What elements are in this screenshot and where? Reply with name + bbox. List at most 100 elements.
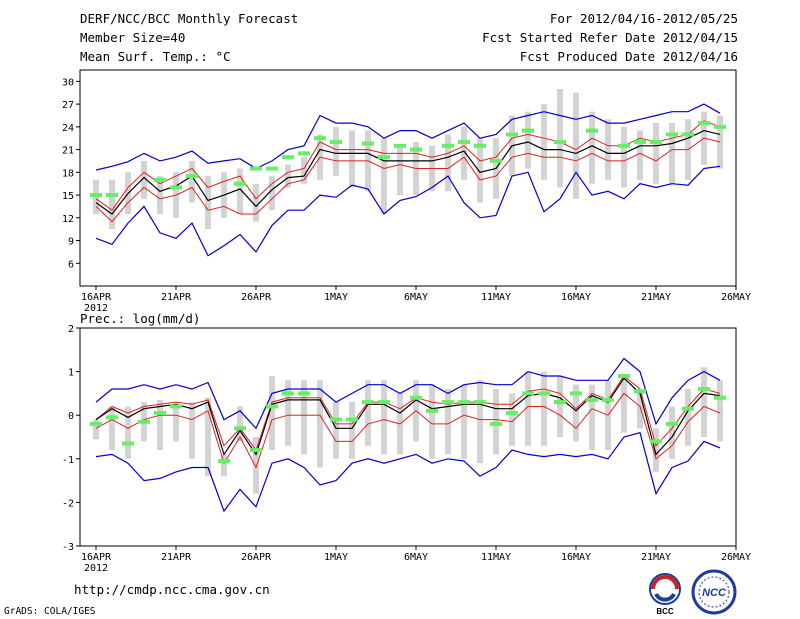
precip-y-tick-label: 0: [68, 411, 74, 422]
precip-spread-bar: [445, 389, 451, 455]
precip-q25-line: [95, 392, 721, 469]
precip-spread-bar: [701, 367, 707, 437]
temp-spread-bar: [477, 138, 483, 203]
temp-min-line: [95, 165, 721, 257]
precip-max-line: [95, 357, 721, 430]
temp-spread-bar: [189, 160, 195, 203]
temp-y-tick-label: 12: [62, 214, 74, 225]
precip-spread-bar: [381, 380, 387, 455]
temp-spread-bar: [525, 111, 531, 169]
temp-y-tick-label: 27: [62, 100, 74, 111]
forecast-started: Fcst Started Refer Date 2012/04/15: [482, 30, 738, 45]
temp-y-tick-label: 15: [62, 191, 74, 202]
temp-x-tick-label: 1MAY: [324, 292, 348, 303]
temp-q25-line: [95, 137, 721, 223]
temp-x-tick-label: 11MAY: [481, 292, 511, 303]
temp-x-tick-label: 21APR: [161, 292, 192, 303]
temp-spread-bar: [253, 183, 259, 222]
temp-x-tick-label: 26MAY: [721, 292, 751, 303]
temp-plot-frame: [79, 69, 737, 287]
temp-spread-bar: [653, 123, 659, 184]
precip-spread-bar: [189, 402, 195, 459]
precip-y-tick-label: 1: [68, 368, 74, 379]
temp-spread-bar: [621, 126, 627, 188]
temp-spread-bar: [397, 145, 403, 196]
precip-spread-bar: [125, 406, 131, 459]
temp-spread-bar: [461, 126, 467, 180]
precip-x-tick-label: 11MAY: [481, 552, 511, 563]
precip-spread-bar: [349, 402, 355, 459]
precip-spread-bar: [285, 380, 291, 446]
temp-spread-bar: [445, 134, 451, 192]
precip-x-tick-label: 21MAY: [641, 552, 671, 563]
temp-y-tick-label: 21: [62, 146, 74, 157]
temp-spread-bar: [141, 160, 147, 199]
temp-spread-bar: [349, 130, 355, 188]
precip-spread-bar: [653, 428, 659, 472]
temp-y-tick-label: 6: [68, 259, 74, 270]
precip-year-label: 2012: [84, 563, 108, 574]
temp-spread-bar: [157, 176, 163, 214]
precip-x-tick-label: 16MAY: [561, 552, 591, 563]
temp-x-tick-label: 6MAY: [404, 292, 428, 303]
temp-y-tick-label: 24: [62, 123, 74, 134]
precip-spread-bar: [333, 402, 339, 459]
precip-spread-bar: [365, 380, 371, 446]
temp-spread-bar: [573, 92, 579, 199]
bcc-logo: BCC: [649, 573, 681, 616]
precip-spread-bar: [525, 371, 531, 446]
temp-spread-bar: [333, 126, 339, 177]
temp-spread-bar: [637, 130, 643, 180]
precip-spread-bar: [205, 397, 211, 477]
ncc-logo: NCC: [691, 569, 737, 615]
precip-spread-bar: [509, 393, 515, 446]
precip-title: Prec.: log(mm/d): [80, 311, 201, 326]
precip-spread-bar: [637, 389, 643, 429]
precip-spread-bar: [669, 406, 675, 459]
precip-x-tick-label: 1MAY: [324, 552, 348, 563]
temp-q75-line: [95, 120, 721, 211]
forecast-produced: Fcst Produced Date 2012/04/16: [519, 49, 738, 64]
precip-mean-line: [95, 377, 721, 456]
precip-spread-bar: [221, 454, 227, 477]
precip-spread-bar: [93, 419, 99, 440]
precip-plot-frame: [79, 327, 737, 547]
precip-spread-bar: [173, 402, 179, 442]
precip-y-tick-label: -3: [62, 542, 74, 553]
ncc-logo-text: NCC: [702, 587, 727, 599]
precip-x-tick-label: 16APR: [81, 552, 112, 563]
precip-spread-bar: [493, 389, 499, 455]
temp-y-tick-label: 9: [68, 237, 74, 248]
precip-spread-bar: [317, 380, 323, 468]
source-url[interactable]: http://cmdp.ncc.cma.gov.cn: [74, 582, 270, 597]
forecast-period: For 2012/04/16-2012/05/25: [549, 11, 738, 26]
grads-credit: GrADS: COLA/IGES: [4, 606, 96, 617]
temp-max-line: [95, 103, 721, 171]
variable-label: Mean Surf. Temp.: °C: [80, 49, 231, 64]
precip-y-tick-label: -1: [62, 455, 74, 466]
temp-spread-bar: [205, 176, 211, 230]
temp-spread-bar: [381, 138, 387, 214]
temp-x-tick-label: 16MAY: [561, 292, 591, 303]
temp-y-tick-label: 18: [62, 168, 74, 179]
temp-x-tick-label: 26APR: [241, 292, 272, 303]
temp-spread-bar: [285, 164, 291, 188]
temp-x-tick-label: 21MAY: [641, 292, 671, 303]
precip-min-line: [95, 431, 721, 513]
precip-x-tick-label: 21APR: [161, 552, 192, 563]
precip-x-tick-label: 26MAY: [721, 552, 751, 563]
temp-spread-bar: [269, 176, 275, 211]
temp-spread-bar: [557, 88, 563, 188]
precip-spread-bar: [301, 380, 307, 455]
precip-spread-bar: [429, 384, 435, 459]
temp-x-tick-label: 16APR: [81, 292, 112, 303]
temp-year-label: 2012: [84, 303, 108, 314]
precip-spread-bar: [573, 384, 579, 442]
precip-spread-bar: [461, 384, 467, 459]
precip-spread-bar: [557, 375, 563, 437]
precip-spread-bar: [269, 375, 275, 451]
precip-spread-bar: [253, 437, 259, 494]
temp-y-tick-label: 30: [62, 77, 74, 88]
temp-spread-bar: [109, 179, 115, 230]
temp-spread-bar: [237, 168, 243, 214]
